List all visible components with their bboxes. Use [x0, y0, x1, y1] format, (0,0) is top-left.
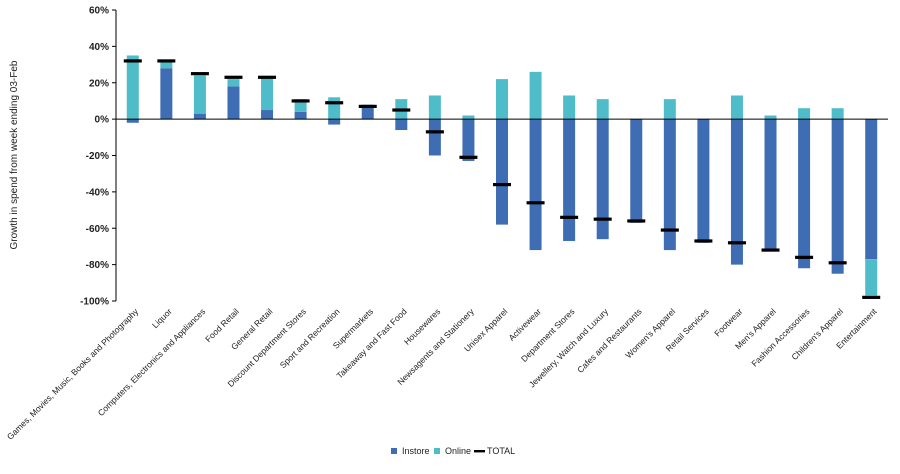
online-bar: [563, 95, 576, 120]
total-marker: [828, 261, 847, 265]
instore-bar: [462, 119, 475, 161]
legend-item: Online: [434, 446, 471, 456]
online-bar: [328, 97, 341, 120]
legend-swatch: [434, 448, 440, 454]
y-axis-title: Growth in spend from week ending 03-Feb: [9, 60, 20, 249]
instore-bar: [663, 119, 676, 251]
total-marker: [862, 295, 881, 299]
total-marker: [493, 183, 511, 187]
x-axis-labels: Games, Movies, Music, Books and Photogra…: [5, 306, 879, 442]
x-category-label: Sport and Recreation: [278, 306, 342, 370]
online-bar: [428, 95, 441, 120]
online-bar: [126, 55, 139, 120]
online-bar: [261, 77, 274, 111]
legend-label: TOTAL: [487, 446, 515, 456]
instore-bar: [261, 110, 274, 120]
instore-bar: [831, 119, 844, 274]
instore-bar: [563, 119, 576, 241]
online-bar: [496, 79, 508, 120]
y-tick-label: 0%: [95, 115, 110, 126]
online-bar: [160, 60, 173, 69]
total-marker: [291, 99, 310, 103]
legend-label: Instore: [402, 446, 430, 456]
x-category-label: Fashion Accessories: [749, 306, 811, 368]
total-marker: [560, 215, 579, 219]
y-axis-title-group: Growth in spend from week ending 03-Feb: [9, 60, 20, 249]
instore-bar: [798, 119, 811, 269]
total-marker: [727, 241, 746, 245]
total-marker: [526, 201, 545, 205]
x-category-label: Footwear: [712, 306, 744, 338]
online-bar: [529, 71, 542, 120]
online-bar: [798, 108, 811, 120]
total-marker: [392, 108, 411, 112]
total-marker: [224, 75, 243, 79]
total-marker: [258, 75, 277, 79]
online-bar: [227, 79, 240, 87]
legend-swatch: [474, 450, 485, 453]
legend-label: Online: [445, 446, 471, 456]
legend-item: Instore: [391, 446, 430, 456]
total-marker: [425, 130, 444, 134]
instore-bar: [395, 119, 408, 131]
instore-bar: [126, 119, 139, 123]
y-tick-label: -60%: [86, 224, 109, 235]
online-bar: [663, 99, 676, 120]
instore-bar: [496, 119, 508, 225]
instore-bar: [294, 111, 307, 120]
y-tick-label: -100%: [80, 297, 109, 308]
legend-swatch: [391, 448, 397, 454]
total-marker: [190, 72, 209, 76]
total-marker: [660, 228, 679, 232]
online-bar: [596, 99, 609, 120]
x-category-label: Games, Movies, Music, Books and Photogra…: [5, 306, 141, 442]
instore-bar: [697, 119, 710, 243]
online-bar: [764, 115, 777, 120]
total-marker: [694, 239, 713, 243]
bars-layer: [126, 55, 878, 296]
total-marker: [795, 255, 814, 259]
instore-bar: [328, 119, 341, 125]
instore-bar: [865, 119, 878, 260]
x-category-label: Cafes and Restaurants: [575, 306, 644, 375]
total-marker: [157, 59, 176, 63]
total-marker: [325, 101, 344, 105]
y-tick-label: -20%: [86, 151, 109, 162]
instore-bar: [428, 119, 441, 156]
y-tick-label: 40%: [89, 42, 109, 53]
instore-bar: [160, 68, 173, 120]
instore-bar: [193, 113, 206, 120]
total-marker: [593, 217, 612, 221]
total-marker: [627, 219, 646, 223]
y-tick-label: 20%: [89, 78, 109, 89]
axes-layer: [115, 10, 888, 301]
x-category-label: Takeaway and Fast Food: [334, 306, 408, 380]
x-category-label: Liquor: [150, 306, 174, 330]
y-tick-label: -40%: [86, 187, 109, 198]
y-tick-label: 60%: [89, 6, 109, 17]
online-bar: [831, 108, 844, 120]
total-marker: [459, 155, 478, 159]
legend-item: TOTAL: [474, 446, 515, 456]
legend: Instore Online TOTAL: [391, 446, 515, 456]
total-marker: [123, 59, 142, 63]
total-markers-layer: [123, 59, 881, 299]
instore-bar: [630, 119, 643, 223]
instore-bar: [596, 119, 609, 240]
y-tick-label: -80%: [86, 260, 109, 271]
instore-bar: [764, 119, 777, 251]
total-marker: [358, 104, 377, 108]
instore-bar: [227, 86, 240, 120]
online-bar: [462, 115, 475, 120]
total-marker: [761, 248, 780, 252]
online-bar: [865, 259, 878, 296]
online-bar: [193, 75, 206, 114]
instore-bar: [730, 119, 743, 265]
y-axis-ticks: 60% 40% 20% 0% -20% -40% -60% -80% -100%: [80, 6, 116, 308]
online-bar: [730, 95, 743, 120]
instore-bar: [361, 106, 374, 120]
instore-bar: [529, 119, 542, 251]
